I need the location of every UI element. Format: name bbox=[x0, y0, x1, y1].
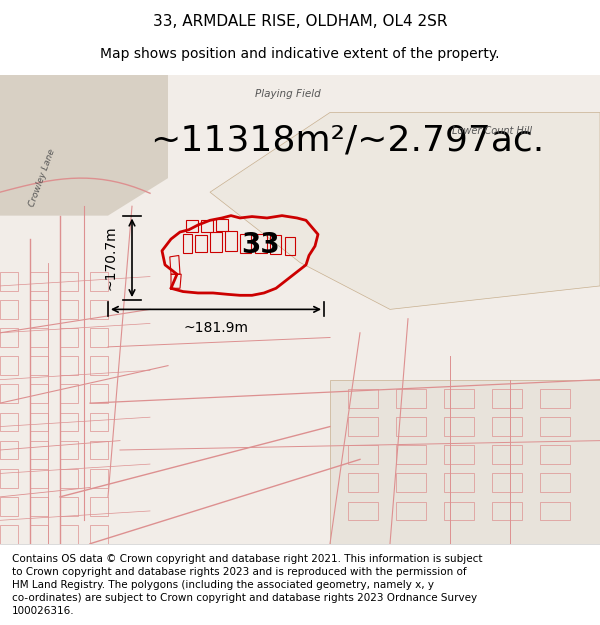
Bar bbox=[348, 474, 378, 492]
Text: 33, ARMDALE RISE, OLDHAM, OL4 2SR: 33, ARMDALE RISE, OLDHAM, OL4 2SR bbox=[153, 14, 447, 29]
Bar bbox=[444, 474, 474, 492]
Text: 33: 33 bbox=[242, 231, 280, 259]
Bar bbox=[90, 412, 108, 431]
Bar bbox=[60, 525, 78, 544]
Text: Playing Field: Playing Field bbox=[255, 89, 321, 99]
Bar bbox=[396, 445, 426, 464]
Bar bbox=[60, 412, 78, 431]
Bar bbox=[60, 497, 78, 516]
Bar bbox=[90, 356, 108, 375]
Bar bbox=[0, 469, 18, 488]
Bar bbox=[30, 497, 48, 516]
Bar bbox=[0, 412, 18, 431]
Bar bbox=[0, 356, 18, 375]
Bar bbox=[30, 525, 48, 544]
Bar bbox=[0, 328, 18, 347]
Bar bbox=[30, 441, 48, 459]
Bar bbox=[444, 501, 474, 520]
Bar bbox=[60, 300, 78, 319]
Bar bbox=[540, 474, 570, 492]
Bar bbox=[492, 389, 522, 408]
Bar bbox=[492, 474, 522, 492]
Bar bbox=[0, 441, 18, 459]
Bar bbox=[492, 445, 522, 464]
Bar bbox=[60, 441, 78, 459]
Bar bbox=[348, 501, 378, 520]
Text: Map shows position and indicative extent of the property.: Map shows position and indicative extent… bbox=[100, 47, 500, 61]
Text: Lower Count Hill: Lower Count Hill bbox=[452, 126, 532, 136]
Bar bbox=[30, 384, 48, 403]
Bar bbox=[90, 272, 108, 291]
Bar bbox=[444, 389, 474, 408]
Bar bbox=[348, 445, 378, 464]
Bar bbox=[396, 418, 426, 436]
Polygon shape bbox=[330, 379, 600, 544]
Text: ~11318m²/~2.797ac.: ~11318m²/~2.797ac. bbox=[150, 124, 544, 158]
Bar bbox=[90, 384, 108, 403]
Bar bbox=[90, 469, 108, 488]
Bar bbox=[444, 445, 474, 464]
Bar bbox=[30, 469, 48, 488]
Bar bbox=[396, 501, 426, 520]
Bar bbox=[0, 525, 18, 544]
Text: ~181.9m: ~181.9m bbox=[184, 321, 248, 335]
Bar bbox=[60, 272, 78, 291]
Bar bbox=[540, 389, 570, 408]
Bar bbox=[90, 441, 108, 459]
Bar bbox=[348, 389, 378, 408]
Bar bbox=[60, 384, 78, 403]
Bar bbox=[492, 418, 522, 436]
Bar bbox=[348, 418, 378, 436]
Bar bbox=[90, 525, 108, 544]
Bar bbox=[60, 356, 78, 375]
Bar bbox=[396, 389, 426, 408]
Bar bbox=[396, 474, 426, 492]
Bar bbox=[60, 469, 78, 488]
Bar bbox=[492, 501, 522, 520]
Bar bbox=[60, 328, 78, 347]
Bar bbox=[540, 418, 570, 436]
Bar bbox=[540, 445, 570, 464]
Bar bbox=[90, 328, 108, 347]
Bar bbox=[30, 300, 48, 319]
Bar bbox=[90, 497, 108, 516]
Bar bbox=[0, 384, 18, 403]
Bar bbox=[90, 300, 108, 319]
Text: Crowley Lane: Crowley Lane bbox=[28, 148, 56, 208]
Bar bbox=[540, 501, 570, 520]
Polygon shape bbox=[0, 75, 168, 216]
Bar bbox=[444, 418, 474, 436]
Text: Contains OS data © Crown copyright and database right 2021. This information is : Contains OS data © Crown copyright and d… bbox=[12, 554, 482, 616]
Polygon shape bbox=[210, 112, 600, 309]
Bar bbox=[0, 272, 18, 291]
Text: ~170.7m: ~170.7m bbox=[103, 226, 117, 290]
Bar bbox=[30, 356, 48, 375]
Bar bbox=[0, 497, 18, 516]
Bar bbox=[30, 412, 48, 431]
Bar bbox=[0, 300, 18, 319]
Bar bbox=[30, 328, 48, 347]
Bar bbox=[30, 272, 48, 291]
